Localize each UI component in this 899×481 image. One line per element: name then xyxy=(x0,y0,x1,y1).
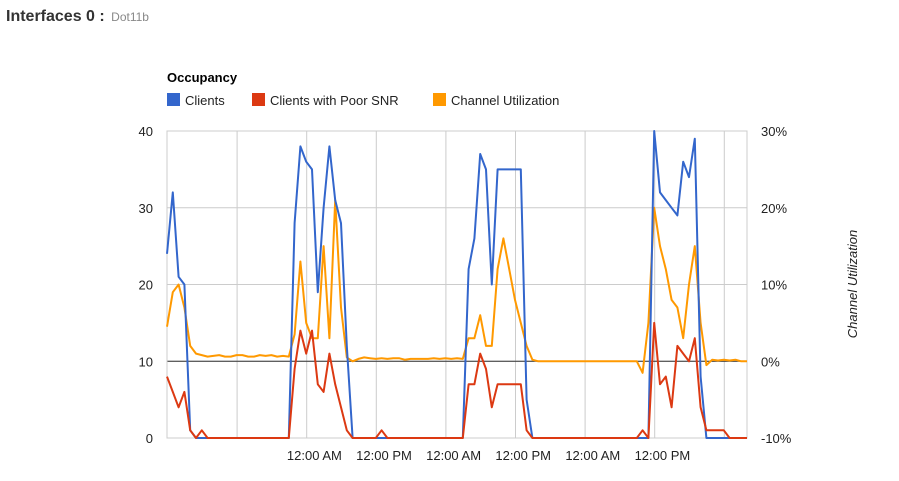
legend-label: Channel Utilization xyxy=(451,93,559,108)
x-tick-label: 12:00 PM xyxy=(635,448,691,463)
x-tick-label: 12:00 AM xyxy=(426,448,481,463)
left-axis-ticks: 0 10 20 30 40 xyxy=(139,124,153,446)
y2-tick-label: 30% xyxy=(761,124,787,139)
interface-subtitle: Dot11b xyxy=(111,10,149,24)
page-header: Interfaces 0 : Dot11b xyxy=(6,8,149,26)
y2-tick-label: -10% xyxy=(761,431,792,446)
y2-tick-label: 20% xyxy=(761,201,787,216)
chart-grid xyxy=(166,130,748,439)
right-axis-ticks: -10% 0% 10% 20% 30% xyxy=(761,124,792,446)
y-tick-label: 30 xyxy=(139,201,153,216)
legend-swatch xyxy=(433,93,446,106)
right-axis-label: Channel Utilization xyxy=(845,230,860,338)
x-axis-ticks: 12:00 AM 12:00 PM 12:00 AM 12:00 PM 12:00 AM… xyxy=(287,448,690,463)
x-tick-label: 12:00 AM xyxy=(565,448,620,463)
x-tick-label: 12:00 PM xyxy=(495,448,551,463)
y-tick-label: 20 xyxy=(139,278,153,293)
y-tick-label: 0 xyxy=(146,431,153,446)
series-line-1 xyxy=(166,321,747,439)
series-line-2 xyxy=(166,199,747,374)
y-tick-label: 40 xyxy=(139,124,153,139)
y2-tick-label: 10% xyxy=(761,278,787,293)
legend-swatch xyxy=(252,93,265,106)
x-tick-label: 12:00 PM xyxy=(356,448,412,463)
legend-swatch xyxy=(167,93,180,106)
x-tick-label: 12:00 AM xyxy=(287,448,342,463)
chart-legend: Clients Clients with Poor SNR Channel Util… xyxy=(167,93,559,108)
legend-label: Clients with Poor SNR xyxy=(270,93,399,108)
interface-title: Interfaces 0 : xyxy=(6,8,105,25)
chart-series xyxy=(166,130,747,439)
y2-tick-label: 0% xyxy=(761,354,780,369)
y-tick-label: 10 xyxy=(139,354,153,369)
chart-title: Occupancy xyxy=(167,70,238,85)
legend-label: Clients xyxy=(185,93,225,108)
